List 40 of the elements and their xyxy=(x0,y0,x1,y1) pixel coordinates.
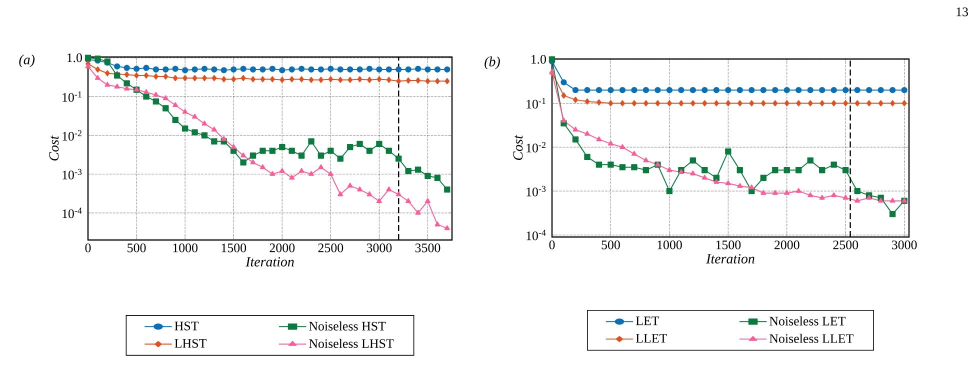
x-tick-label: 1000 xyxy=(658,240,682,250)
legend-label: LET xyxy=(636,316,660,326)
x-tick-label: 1500 xyxy=(222,244,246,252)
legend-label: Noiseless HST xyxy=(309,321,386,331)
y-tick-label: 10$^{-2}$ xyxy=(526,142,546,152)
legend-label: HST xyxy=(174,322,199,330)
x-tick-label: 3500 xyxy=(415,244,440,252)
x-tick-label: 2000 xyxy=(270,244,295,252)
x-tick-label: 500 xyxy=(128,244,146,252)
x-tick-label: 1500 xyxy=(716,240,741,250)
x-tick-label: 500 xyxy=(602,240,620,250)
x-tick-label: 2500 xyxy=(833,240,858,250)
text: 13 xyxy=(956,8,968,16)
legend-label: Noiseless LET xyxy=(770,316,846,326)
y-tick-label: 10$^{-1}$ xyxy=(526,98,546,109)
y-tick-label: 10$^{-3}$ xyxy=(62,168,82,180)
y-tick-label: 10$^{-2}$ xyxy=(62,130,82,141)
x-tick-label: 1000 xyxy=(173,244,198,252)
legend-label: LHST xyxy=(174,339,206,348)
x-tick-label: 2500 xyxy=(318,244,344,252)
x-tick-label: 3000 xyxy=(366,244,392,252)
y-tick-label: 10$^{-3}$ xyxy=(526,186,546,196)
y-tick-label: 10$^{-4}$ xyxy=(62,208,82,218)
y-tick-label: 10$^{-4}$ xyxy=(526,230,546,240)
x-tick-label: 2000 xyxy=(774,240,800,250)
x-tick-label: 3000 xyxy=(892,240,917,250)
y-tick-label: 10$^{-1}$ xyxy=(62,91,82,102)
y-tick-label: 1.0 xyxy=(67,53,82,62)
legend-label: Noiseless LLET xyxy=(770,334,854,343)
y-tick-label: 1.0 xyxy=(531,54,546,64)
x-axis-title: Iteration xyxy=(246,257,294,266)
x-axis-title: Iteration xyxy=(706,254,754,264)
y-axis-title: Cost xyxy=(513,134,523,160)
chart-title: (a) xyxy=(19,54,35,68)
legend-label: Noiseless LHST xyxy=(309,338,394,348)
y-axis-title: Cost xyxy=(49,135,59,161)
x-tick-label: 0 xyxy=(549,240,555,250)
legend-label: LLET xyxy=(636,334,667,343)
x-tick-label: 0 xyxy=(85,244,91,252)
chart-title: (b) xyxy=(484,56,500,70)
